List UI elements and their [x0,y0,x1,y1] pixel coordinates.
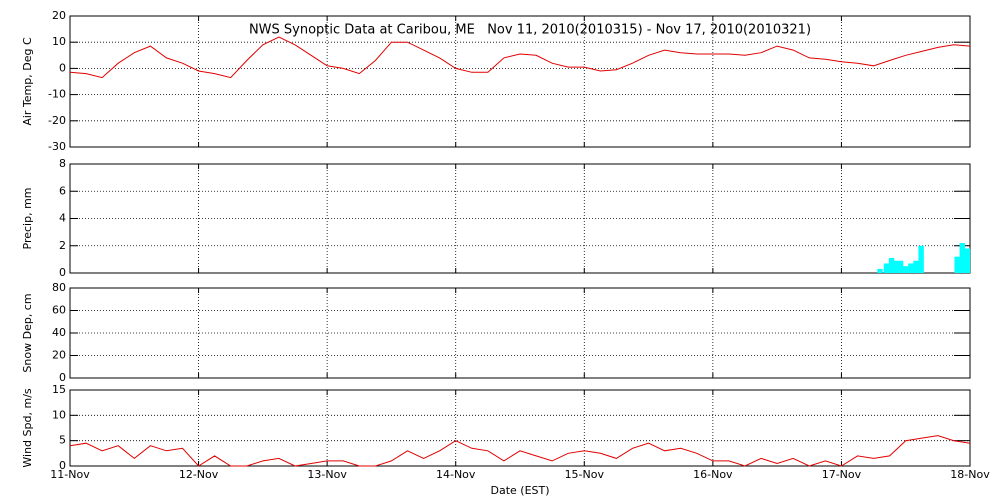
x-tick-label: 14-Nov [436,468,476,481]
bar [918,245,924,273]
y-tick-label: 20 [52,349,66,362]
x-tick-label: 18-Nov [950,468,990,481]
plot-frame [69,389,971,467]
plot-frame [69,15,971,148]
plot-frame [69,163,971,274]
y-tick-label: 10 [52,35,66,48]
bar [954,256,960,273]
bar [959,243,965,273]
y-tick-label: 10 [52,408,66,421]
data-line [69,36,971,79]
bar [897,260,904,273]
x-tick-label: 16-Nov [693,468,733,481]
y-tick-label: 6 [59,184,66,197]
bar [908,263,914,273]
bar [883,263,890,273]
y-tick-label: 0 [59,459,66,472]
data-line [69,435,971,467]
y-axis-label: Air Temp, Deg C [21,37,34,126]
y-tick-label: 0 [59,266,66,279]
y-tick-label: 15 [52,383,66,396]
x-tick-label: 13-Nov [307,468,347,481]
y-tick-label: 4 [59,212,66,225]
y-tick-label: 0 [59,61,66,74]
bar [964,248,971,273]
y-tick-label: 80 [52,281,66,294]
bar [888,258,895,273]
y-tick-label: -20 [48,114,66,127]
y-axis-label: Wind Spd, m/s [21,388,34,468]
chart-title: NWS Synoptic Data at Caribou, ME Nov 11,… [249,23,811,38]
x-tick-label: 17-Nov [822,468,862,481]
bar [903,266,909,273]
x-tick-label: 15-Nov [565,468,605,481]
y-tick-label: -10 [48,88,66,101]
x-axis-label: Date (EST) [490,484,549,497]
y-tick-label: 40 [52,326,66,339]
y-tick-label: 8 [59,157,66,170]
y-tick-label: 5 [59,434,66,447]
x-tick-label: 11-Nov [50,468,90,481]
y-tick-label: 20 [52,9,66,22]
y-tick-label: 2 [59,239,66,252]
plot-frame [69,287,971,379]
x-tick-label: 12-Nov [179,468,219,481]
y-axis-label: Snow Dep, cm [21,293,34,372]
bar [877,268,883,273]
bar [913,260,919,273]
y-tick-label: -30 [48,140,66,153]
y-axis-label: Precip, mm [21,188,34,250]
bar [892,260,899,273]
y-tick-label: 60 [52,304,66,317]
y-tick-label: 0 [59,371,66,384]
